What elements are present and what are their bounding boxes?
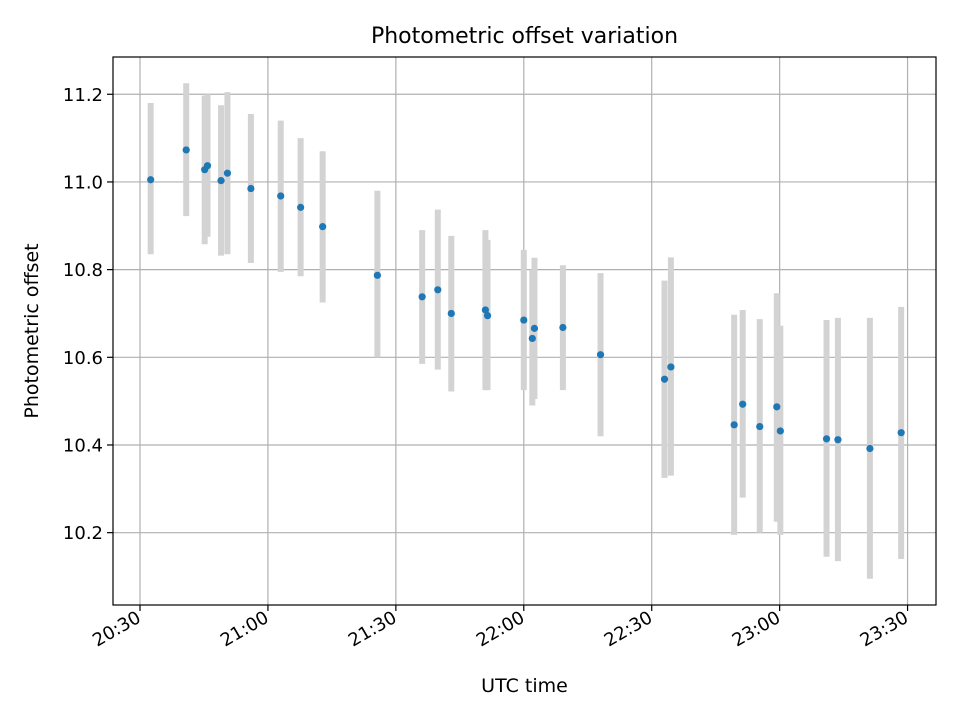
plot-frame	[112, 56, 937, 606]
data-point	[447, 309, 455, 318]
data-point	[667, 363, 675, 371]
y-axis-label: Photometric offset	[21, 243, 43, 418]
data-point	[520, 316, 528, 324]
y-tick-label: 10.4	[63, 435, 103, 456]
data-point	[147, 176, 155, 184]
data-points	[147, 146, 905, 453]
data-point	[434, 286, 442, 294]
data-point	[483, 312, 492, 320]
data-point	[822, 435, 831, 443]
data-point	[297, 203, 305, 211]
y-tick-label: 10.8	[63, 260, 103, 281]
data-point	[277, 192, 285, 200]
data-point	[834, 436, 842, 444]
y-tick-label: 11.2	[63, 85, 103, 106]
y-tick-label: 10.2	[63, 523, 103, 544]
data-point	[217, 177, 225, 185]
data-point	[773, 403, 781, 411]
y-tick-label: 10.6	[63, 348, 103, 369]
data-point	[373, 271, 381, 279]
data-point	[528, 334, 536, 343]
data-point	[730, 421, 738, 429]
chart-title: Photometric offset variation	[371, 24, 678, 49]
x-axis-label: UTC time	[481, 675, 568, 697]
data-point	[739, 400, 747, 408]
data-point	[182, 146, 190, 154]
data-point	[530, 324, 539, 332]
data-point	[319, 223, 327, 231]
data-point	[559, 323, 567, 332]
y-axis: 10.2 10.4 10.6 10.8 11.0 11.2	[63, 85, 113, 544]
data-point	[203, 162, 212, 170]
data-point	[756, 422, 764, 431]
data-point	[866, 444, 874, 453]
data-point	[897, 429, 905, 437]
y-tick-label: 11.0	[63, 172, 103, 193]
data-point	[418, 293, 426, 301]
data-point	[223, 169, 232, 177]
data-point	[660, 375, 669, 383]
data-point	[776, 427, 784, 435]
data-point	[247, 184, 255, 193]
data-point	[596, 351, 605, 359]
data-point	[481, 306, 490, 314]
